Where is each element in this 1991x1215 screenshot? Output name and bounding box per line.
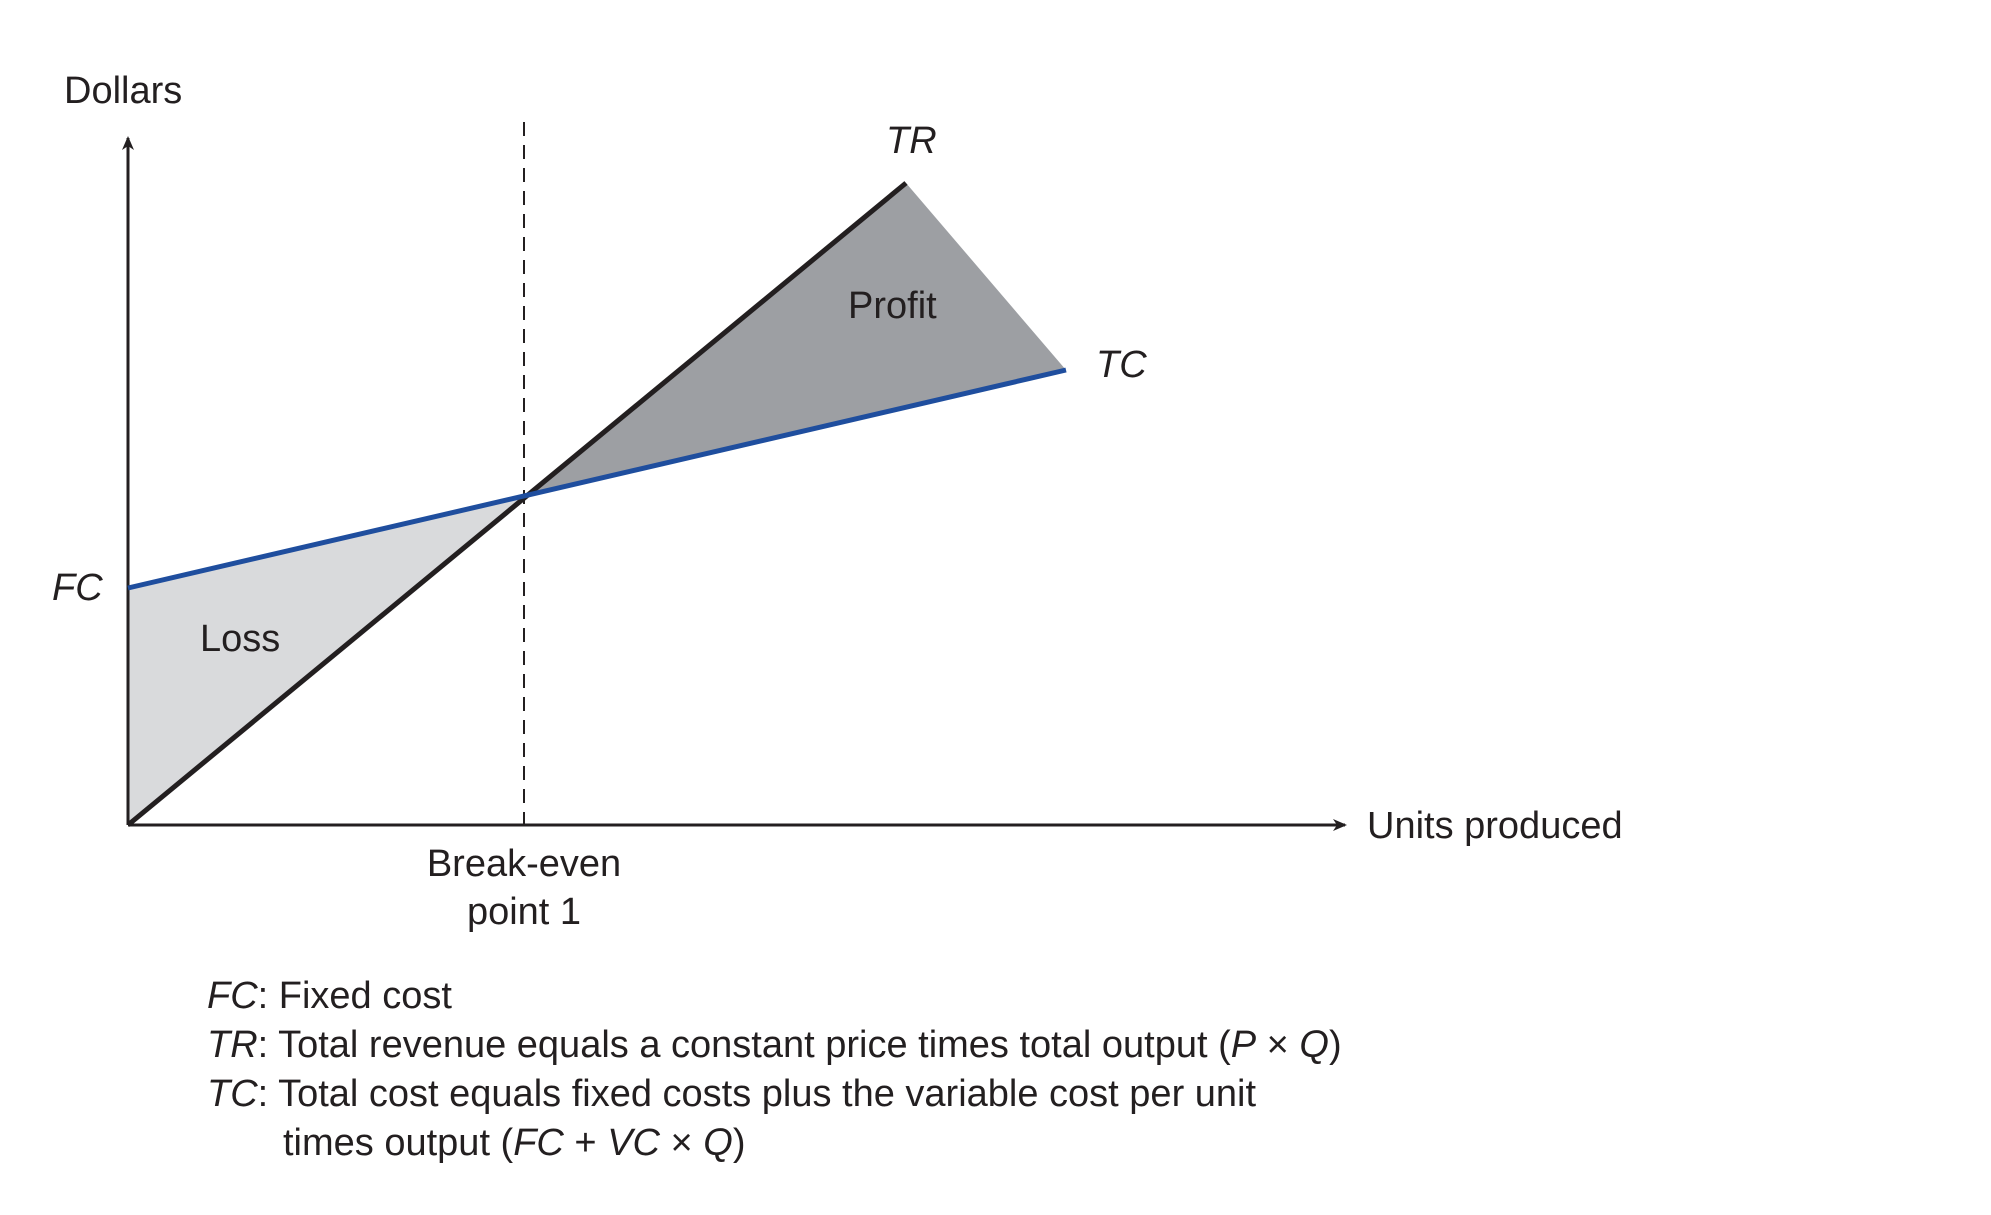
legend-tr-text: : Total revenue equals a constant price … — [257, 1024, 1231, 1066]
tr-label: TR — [886, 120, 937, 162]
legend-fc-text: : Fixed cost — [257, 975, 452, 1017]
legend-tc-formula-vc: VC — [607, 1122, 660, 1164]
legend-tc-key: TC — [207, 1073, 258, 1115]
legend-tc-formula-times: × — [659, 1122, 704, 1164]
profit-label: Profit — [848, 285, 937, 327]
tc-label: TC — [1096, 344, 1147, 386]
legend-tc-row-2: times output (FC + VC × Q) — [207, 1119, 1342, 1168]
legend-tr-formula-q: Q — [1299, 1024, 1329, 1066]
fc-label: FC — [52, 567, 103, 609]
legend-tr-row: TR: Total revenue equals a constant pric… — [207, 1021, 1342, 1070]
legend-tc-close: ) — [732, 1122, 746, 1164]
legend-tc-text: : Total cost equals fixed costs plus the… — [257, 1073, 1257, 1115]
legend-tr-key: TR — [207, 1024, 258, 1066]
tr-line — [126, 181, 908, 827]
x-axis-label: Units produced — [1367, 805, 1623, 847]
legend-fc-row: FC: Fixed cost — [207, 972, 1342, 1021]
legend-tc-formula-plus: + — [563, 1122, 608, 1164]
legend-fc-key: FC — [207, 975, 258, 1017]
tc-line — [127, 367, 1067, 591]
y-axis-label: Dollars — [64, 70, 182, 112]
legend-tr-formula-p: P — [1230, 1024, 1257, 1066]
legend-tr-formula-times: × — [1256, 1024, 1300, 1066]
break-even-label-line2: point 1 — [467, 891, 581, 933]
legend-tc-formula-fc: FC — [513, 1122, 564, 1164]
loss-label: Loss — [200, 618, 280, 660]
legend-tc-formula-q: Q — [703, 1122, 733, 1164]
legend-tc-line2-text: times output ( — [283, 1122, 514, 1164]
legend-tc-row: TC: Total cost equals fixed costs plus t… — [207, 1070, 1342, 1119]
legend: FC: Fixed cost TR: Total revenue equals … — [207, 972, 1342, 1168]
legend-tr-close: ) — [1328, 1024, 1342, 1066]
profit-region — [524, 183, 1066, 496]
break-even-label-line1: Break-even — [427, 843, 621, 885]
